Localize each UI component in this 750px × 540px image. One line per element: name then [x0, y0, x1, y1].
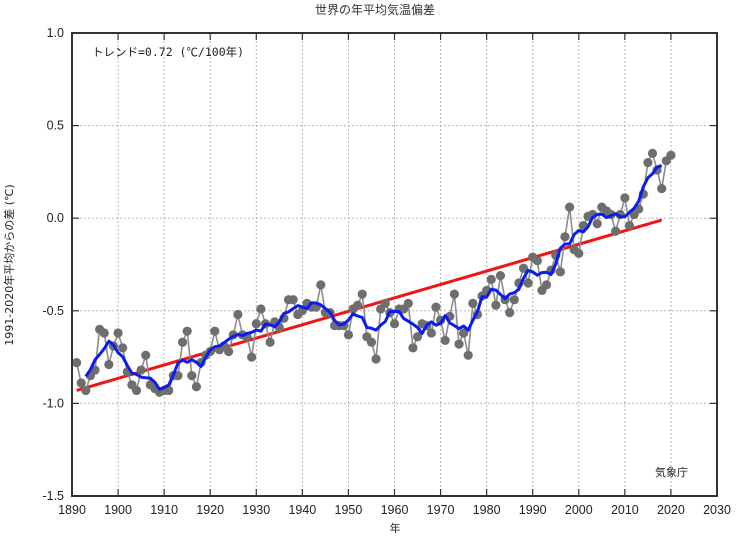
chart-title: 世界の年平均気温偏差 [315, 2, 435, 17]
annual-point [518, 263, 529, 273]
x-tick-label: 1980 [473, 503, 501, 517]
annual-point [505, 308, 515, 318]
annual-point [380, 298, 390, 308]
annual-point [233, 309, 243, 320]
annual-point [251, 319, 261, 329]
annual-point [131, 385, 142, 396]
annual-point [357, 289, 367, 299]
y-tick-label: -1.5 [42, 489, 64, 503]
annual-point [408, 343, 418, 353]
annual-point [136, 365, 146, 375]
x-tick-label: 2030 [703, 503, 731, 517]
x-tick-label: 1960 [381, 503, 409, 517]
annual-point [224, 346, 234, 357]
annual-point [431, 302, 441, 312]
x-tick-label: 1930 [242, 503, 270, 517]
annual-point [288, 295, 298, 305]
annual-point [99, 328, 109, 338]
annual-point [389, 319, 400, 329]
source-label: 気象庁 [655, 465, 688, 479]
annual-point [440, 335, 450, 346]
y-axis-ticks: 1.0 0.5 0.0 -0.5 -1.0 -1.5 [42, 26, 717, 503]
annual-point [541, 280, 552, 290]
annual-point [164, 385, 174, 396]
x-axis-ticks: 1890 1900 1910 1920 1930 1940 1950 1960 1970 1980… [58, 33, 731, 517]
annual-point [426, 328, 436, 338]
annual-point [76, 378, 86, 388]
annual-point [177, 337, 188, 347]
x-tick-label: 1950 [335, 503, 363, 517]
x-tick-label: 1940 [288, 503, 316, 517]
annual-point [468, 298, 478, 308]
x-tick-label: 1890 [58, 503, 86, 517]
y-tick-label: 0.5 [47, 119, 64, 133]
annual-point [454, 339, 464, 349]
x-tick-label: 1970 [427, 503, 455, 517]
annual-point [343, 330, 354, 340]
x-tick-label: 1900 [104, 503, 132, 517]
annual-point [564, 202, 575, 212]
annual-point [620, 193, 630, 203]
annual-point [141, 350, 151, 360]
annual-point [72, 358, 82, 368]
annual-point [316, 280, 326, 290]
y-tick-label: 0.0 [47, 211, 64, 225]
annual-point [491, 300, 501, 310]
annual-point [523, 278, 533, 288]
annual-point [371, 354, 381, 364]
annual-point [366, 337, 377, 347]
y-tick-label: -0.5 [42, 304, 64, 318]
annual-point [643, 158, 653, 168]
running-mean-line [84, 164, 663, 391]
annual-point [463, 350, 473, 360]
annual-point [555, 267, 565, 277]
annual-point [624, 221, 635, 231]
annual-point [412, 332, 423, 342]
y-axis-label: 1991-2020年平均からの差 (℃) [2, 184, 16, 345]
annual-point [647, 148, 658, 158]
annual-point [495, 271, 506, 281]
x-tick-label: 2020 [657, 503, 685, 517]
annual-point [666, 150, 676, 160]
annual-point [182, 326, 192, 336]
annual-point [459, 328, 469, 338]
x-tick-label: 2000 [565, 503, 593, 517]
annual-point [657, 183, 667, 194]
x-axis-label: 年 [390, 521, 401, 535]
annual-point [532, 256, 542, 266]
annual-point [449, 289, 459, 299]
annual-layer [72, 148, 676, 397]
annual-point [486, 274, 496, 284]
y-tick-label: -1.0 [42, 396, 64, 410]
annual-point [611, 226, 621, 236]
x-tick-label: 1910 [150, 503, 178, 517]
x-tick-label: 2010 [611, 503, 639, 517]
annual-point [191, 382, 201, 392]
annual-point [353, 300, 363, 310]
y-tick-label: 1.0 [47, 26, 64, 40]
annual-point [592, 219, 602, 229]
annual-point [403, 298, 413, 308]
annual-point [173, 371, 183, 381]
annual-point [256, 304, 266, 314]
annual-point [210, 326, 220, 336]
annual-point [118, 343, 128, 353]
trend-annotation: トレンド=0.72 (℃/100年) [92, 45, 244, 59]
annual-point [265, 337, 275, 347]
annual-point [104, 359, 114, 370]
annual-point [574, 248, 584, 258]
annual-point [113, 328, 123, 338]
x-tick-label: 1920 [196, 503, 224, 517]
grid-lines [72, 33, 717, 496]
annual-point [187, 371, 197, 381]
x-tick-label: 1990 [519, 503, 547, 517]
annual-point [247, 352, 257, 362]
smooth-layer [84, 164, 663, 391]
annual-point [81, 385, 91, 396]
annual-point [509, 295, 519, 305]
annual-point [560, 232, 570, 242]
